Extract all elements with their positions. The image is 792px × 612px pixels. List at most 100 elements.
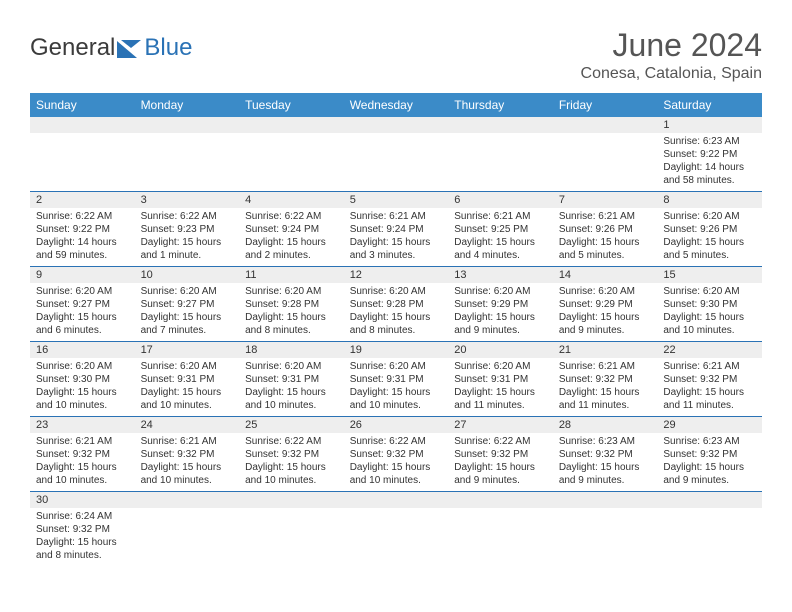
day-cell: Sunrise: 6:21 AMSunset: 9:32 PMDaylight:… (30, 433, 135, 492)
sunrise-text: Sunrise: 6:22 AM (350, 435, 443, 448)
day-number: 28 (553, 417, 658, 434)
day-number-row: 23242526272829 (30, 417, 762, 434)
day-number: 25 (239, 417, 344, 434)
day-number: 23 (30, 417, 135, 434)
day-cell: Sunrise: 6:23 AMSunset: 9:32 PMDaylight:… (553, 433, 658, 492)
sunset-text: Sunset: 9:32 PM (663, 373, 756, 386)
sunrise-text: Sunrise: 6:21 AM (141, 435, 234, 448)
sunrise-text: Sunrise: 6:20 AM (663, 210, 756, 223)
weekday-header: Tuesday (239, 93, 344, 117)
day-number (344, 117, 449, 133)
week-row: Sunrise: 6:23 AMSunset: 9:22 PMDaylight:… (30, 133, 762, 192)
daylight-text: Daylight: 15 hours and 11 minutes. (663, 386, 756, 412)
day-cell: Sunrise: 6:20 AMSunset: 9:30 PMDaylight:… (30, 358, 135, 417)
day-number (344, 492, 449, 509)
daylight-text: Daylight: 15 hours and 8 minutes. (245, 311, 338, 337)
day-cell (553, 133, 658, 192)
day-number-row: 30 (30, 492, 762, 509)
day-cell (239, 133, 344, 192)
day-cell: Sunrise: 6:22 AMSunset: 9:32 PMDaylight:… (344, 433, 449, 492)
sunrise-text: Sunrise: 6:23 AM (663, 135, 756, 148)
day-number: 7 (553, 192, 658, 209)
daylight-text: Daylight: 15 hours and 3 minutes. (350, 236, 443, 262)
daylight-text: Daylight: 15 hours and 10 minutes. (663, 311, 756, 337)
sunset-text: Sunset: 9:26 PM (663, 223, 756, 236)
day-cell: Sunrise: 6:21 AMSunset: 9:32 PMDaylight:… (135, 433, 240, 492)
day-cell (657, 508, 762, 566)
day-cell: Sunrise: 6:20 AMSunset: 9:29 PMDaylight:… (553, 283, 658, 342)
day-cell: Sunrise: 6:24 AMSunset: 9:32 PMDaylight:… (30, 508, 135, 566)
day-cell: Sunrise: 6:21 AMSunset: 9:32 PMDaylight:… (657, 358, 762, 417)
day-cell: Sunrise: 6:23 AMSunset: 9:32 PMDaylight:… (657, 433, 762, 492)
day-number (448, 492, 553, 509)
daylight-text: Daylight: 15 hours and 10 minutes. (141, 386, 234, 412)
sunrise-text: Sunrise: 6:22 AM (245, 210, 338, 223)
daylight-text: Daylight: 15 hours and 9 minutes. (559, 461, 652, 487)
day-cell (344, 508, 449, 566)
sunset-text: Sunset: 9:29 PM (559, 298, 652, 311)
logo-text-1: General (30, 34, 115, 62)
day-cell (135, 133, 240, 192)
day-number: 1 (657, 117, 762, 133)
day-cell: Sunrise: 6:20 AMSunset: 9:31 PMDaylight:… (448, 358, 553, 417)
day-number-row: 16171819202122 (30, 342, 762, 359)
sunset-text: Sunset: 9:30 PM (663, 298, 756, 311)
day-number: 2 (30, 192, 135, 209)
month-title: June 2024 (581, 28, 762, 63)
day-number: 19 (344, 342, 449, 359)
sunrise-text: Sunrise: 6:20 AM (663, 285, 756, 298)
sunset-text: Sunset: 9:32 PM (663, 448, 756, 461)
daylight-text: Daylight: 15 hours and 9 minutes. (454, 311, 547, 337)
day-number (448, 117, 553, 133)
daylight-text: Daylight: 15 hours and 4 minutes. (454, 236, 547, 262)
sunrise-text: Sunrise: 6:20 AM (36, 360, 129, 373)
day-cell: Sunrise: 6:21 AMSunset: 9:32 PMDaylight:… (553, 358, 658, 417)
weekday-header: Sunday (30, 93, 135, 117)
day-number: 15 (657, 267, 762, 284)
daylight-text: Daylight: 15 hours and 11 minutes. (454, 386, 547, 412)
day-number: 18 (239, 342, 344, 359)
day-number: 20 (448, 342, 553, 359)
week-row: Sunrise: 6:20 AMSunset: 9:27 PMDaylight:… (30, 283, 762, 342)
sunrise-text: Sunrise: 6:20 AM (245, 360, 338, 373)
sunrise-text: Sunrise: 6:21 AM (663, 360, 756, 373)
sunset-text: Sunset: 9:32 PM (36, 523, 129, 536)
week-row: Sunrise: 6:22 AMSunset: 9:22 PMDaylight:… (30, 208, 762, 267)
day-number (239, 492, 344, 509)
week-row: Sunrise: 6:21 AMSunset: 9:32 PMDaylight:… (30, 433, 762, 492)
day-cell: Sunrise: 6:20 AMSunset: 9:31 PMDaylight:… (344, 358, 449, 417)
sunset-text: Sunset: 9:23 PM (141, 223, 234, 236)
sunset-text: Sunset: 9:32 PM (36, 448, 129, 461)
day-cell (344, 133, 449, 192)
sunrise-text: Sunrise: 6:21 AM (350, 210, 443, 223)
daylight-text: Daylight: 15 hours and 7 minutes. (141, 311, 234, 337)
daylight-text: Daylight: 15 hours and 10 minutes. (245, 386, 338, 412)
sunset-text: Sunset: 9:32 PM (141, 448, 234, 461)
sunset-text: Sunset: 9:29 PM (454, 298, 547, 311)
daylight-text: Daylight: 15 hours and 10 minutes. (350, 386, 443, 412)
day-cell: Sunrise: 6:21 AMSunset: 9:24 PMDaylight:… (344, 208, 449, 267)
day-number: 30 (30, 492, 135, 509)
day-number: 5 (344, 192, 449, 209)
weekday-header: Thursday (448, 93, 553, 117)
day-cell: Sunrise: 6:20 AMSunset: 9:29 PMDaylight:… (448, 283, 553, 342)
sunrise-text: Sunrise: 6:20 AM (245, 285, 338, 298)
day-number (553, 492, 658, 509)
sunset-text: Sunset: 9:31 PM (454, 373, 547, 386)
sunrise-text: Sunrise: 6:21 AM (559, 360, 652, 373)
day-number: 10 (135, 267, 240, 284)
daylight-text: Daylight: 15 hours and 10 minutes. (350, 461, 443, 487)
sunrise-text: Sunrise: 6:23 AM (663, 435, 756, 448)
location: Conesa, Catalonia, Spain (581, 65, 762, 83)
day-number-row: 1 (30, 117, 762, 133)
sunset-text: Sunset: 9:31 PM (245, 373, 338, 386)
sunrise-text: Sunrise: 6:20 AM (454, 360, 547, 373)
sunset-text: Sunset: 9:31 PM (141, 373, 234, 386)
day-cell: Sunrise: 6:21 AMSunset: 9:25 PMDaylight:… (448, 208, 553, 267)
week-row: Sunrise: 6:20 AMSunset: 9:30 PMDaylight:… (30, 358, 762, 417)
day-cell: Sunrise: 6:22 AMSunset: 9:22 PMDaylight:… (30, 208, 135, 267)
weekday-header: Saturday (657, 93, 762, 117)
daylight-text: Daylight: 15 hours and 9 minutes. (454, 461, 547, 487)
day-cell: Sunrise: 6:20 AMSunset: 9:26 PMDaylight:… (657, 208, 762, 267)
sunrise-text: Sunrise: 6:22 AM (36, 210, 129, 223)
